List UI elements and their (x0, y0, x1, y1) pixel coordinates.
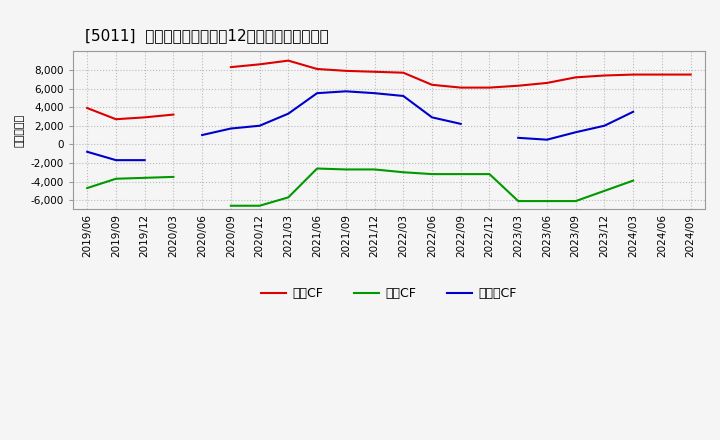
営業CF (456, 85, 465, 90)
フリーCF (428, 115, 436, 120)
投資CF (227, 203, 235, 209)
投資CF (370, 167, 379, 172)
Line: 投資CF: 投資CF (87, 169, 633, 206)
投資CF (256, 203, 264, 209)
営業CF (629, 72, 637, 77)
フリーCF (572, 130, 580, 135)
フリーCF (629, 109, 637, 114)
投資CF (572, 198, 580, 204)
フリーCF (256, 123, 264, 128)
投資CF (514, 198, 523, 204)
フリーCF (198, 132, 207, 138)
営業CF (169, 112, 178, 117)
Line: フリーCF: フリーCF (87, 92, 633, 160)
投資CF (140, 175, 149, 180)
Line: 営業CF: 営業CF (87, 61, 690, 119)
営業CF (370, 69, 379, 74)
営業CF (83, 106, 91, 111)
投資CF (629, 178, 637, 183)
フリーCF (600, 123, 608, 128)
フリーCF (456, 121, 465, 127)
フリーCF (83, 149, 91, 154)
営業CF (341, 68, 350, 73)
フリーCF (514, 135, 523, 140)
営業CF (572, 75, 580, 80)
Y-axis label: （百万円）: （百万円） (15, 114, 25, 147)
営業CF (112, 117, 120, 122)
フリーCF (284, 111, 292, 116)
投資CF (399, 169, 408, 175)
営業CF (399, 70, 408, 75)
営業CF (543, 80, 552, 85)
投資CF (284, 195, 292, 200)
営業CF (284, 58, 292, 63)
投資CF (312, 166, 321, 171)
営業CF (256, 62, 264, 67)
営業CF (428, 82, 436, 88)
フリーCF (312, 91, 321, 96)
営業CF (312, 66, 321, 72)
投資CF (456, 172, 465, 177)
フリーCF (140, 158, 149, 163)
Text: [5011]  キャッシュフローの12か月移動合計の推移: [5011] キャッシュフローの12か月移動合計の推移 (86, 28, 329, 43)
フリーCF (399, 93, 408, 99)
フリーCF (112, 158, 120, 163)
営業CF (485, 85, 494, 90)
投資CF (169, 174, 178, 180)
投資CF (543, 198, 552, 204)
営業CF (657, 72, 666, 77)
フリーCF (227, 126, 235, 131)
フリーCF (543, 137, 552, 142)
営業CF (227, 65, 235, 70)
投資CF (341, 167, 350, 172)
投資CF (83, 185, 91, 191)
営業CF (514, 83, 523, 88)
フリーCF (341, 89, 350, 94)
営業CF (600, 73, 608, 78)
営業CF (686, 72, 695, 77)
営業CF (140, 115, 149, 120)
投資CF (112, 176, 120, 181)
Legend: 営業CF, 投資CF, フリーCF: 営業CF, 投資CF, フリーCF (256, 282, 522, 305)
投資CF (428, 172, 436, 177)
投資CF (600, 188, 608, 194)
投資CF (485, 172, 494, 177)
フリーCF (370, 91, 379, 96)
